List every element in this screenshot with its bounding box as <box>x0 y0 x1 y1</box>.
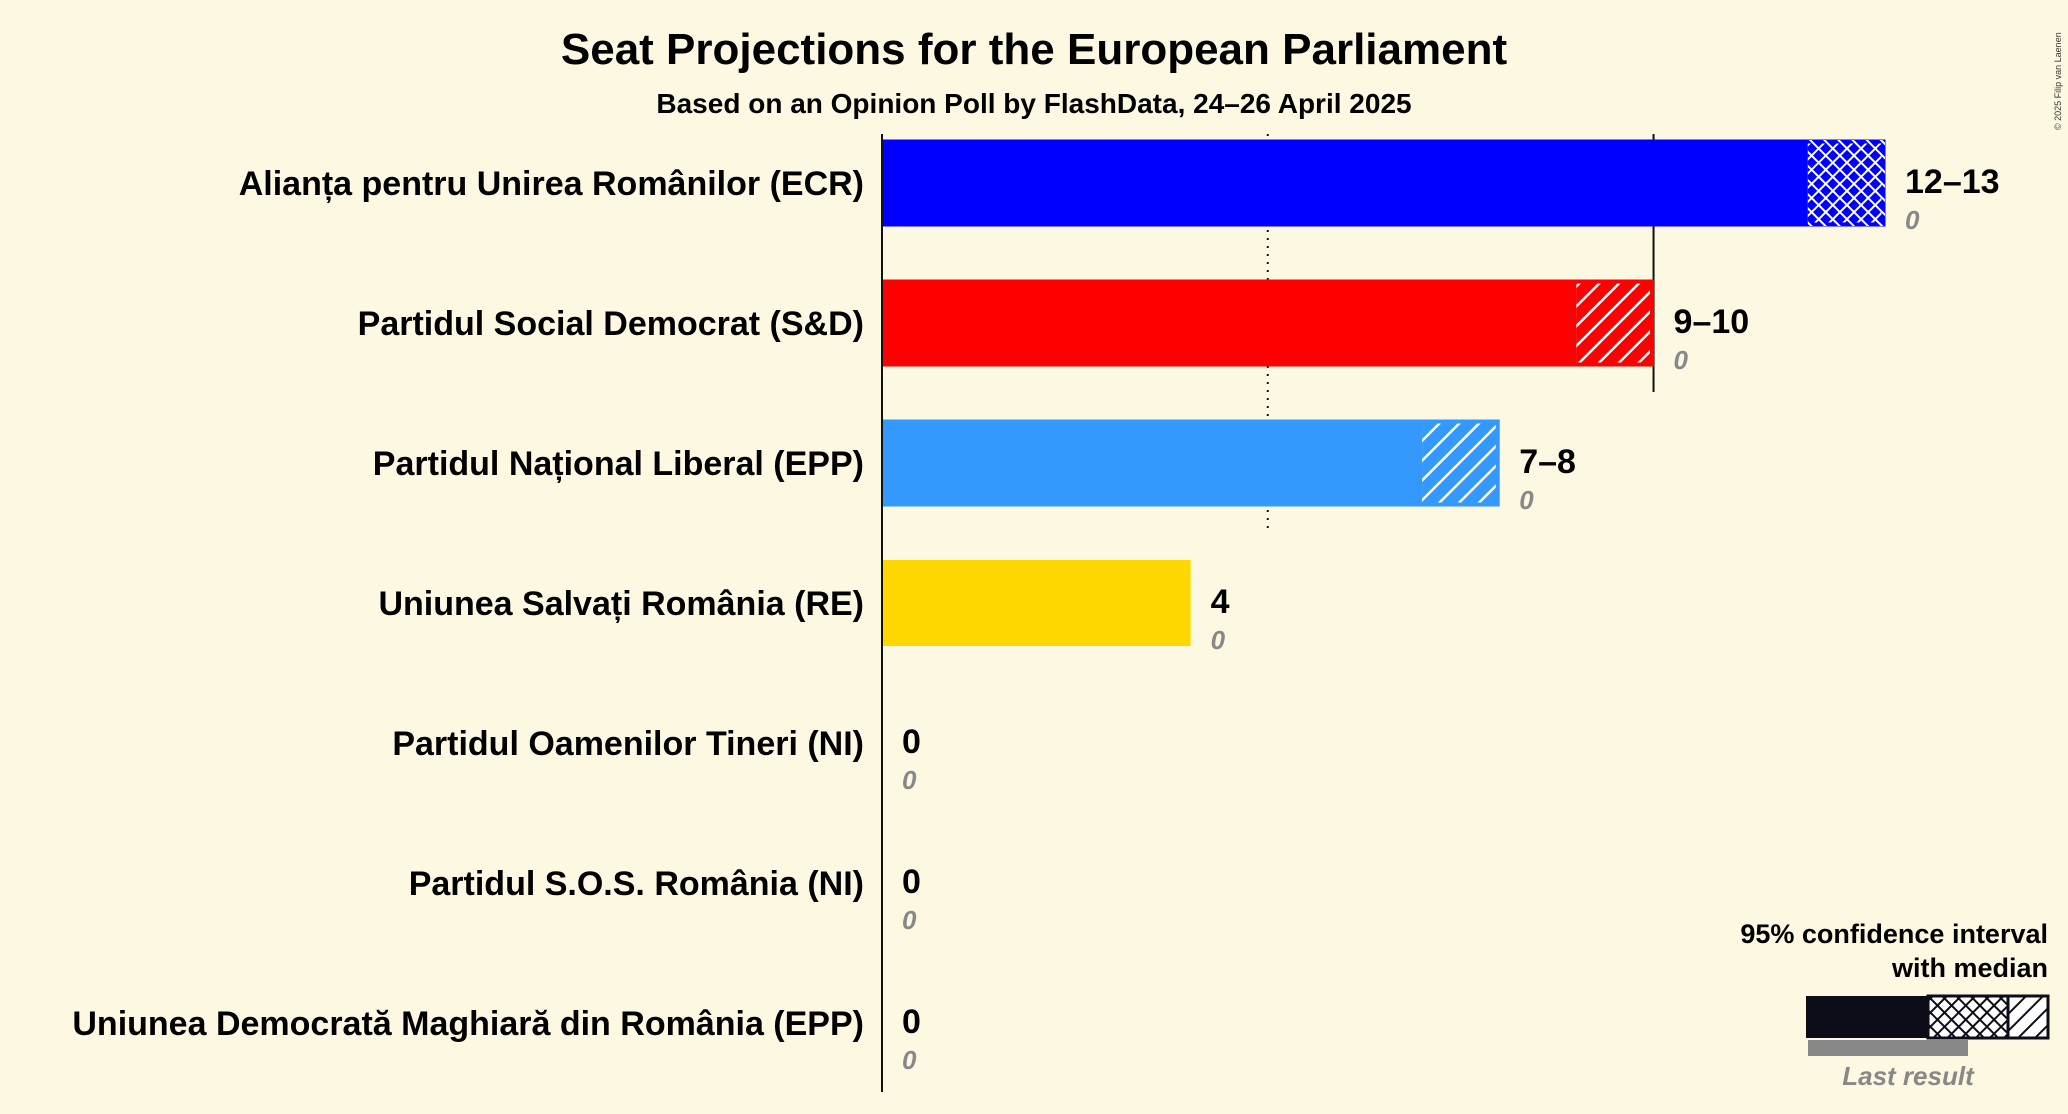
legend-last-result-label: Last result <box>1842 1061 1975 1091</box>
legend-line2: with median <box>1891 953 2048 983</box>
bars <box>881 139 1886 646</box>
party-6-range-label: 0 <box>902 863 921 901</box>
party-2-bar-outline <box>881 279 1655 367</box>
party-5-name: Partidul Oamenilor Tineri (NI) <box>392 725 864 763</box>
party-4-median-bar <box>882 560 1191 646</box>
party-6-last-result-label: 0 <box>902 905 917 935</box>
party-3-name: Partidul Național Liberal (EPP) <box>373 445 864 483</box>
party-3-range-label: 7–8 <box>1519 443 1576 481</box>
party-1-range-label: 12–13 <box>1905 163 2000 201</box>
legend-ci-crosshatch <box>1926 994 2010 1040</box>
party-1-last-result-label: 0 <box>1905 205 1920 235</box>
party-4-last-result-label: 0 <box>1211 625 1226 655</box>
party-2-name: Partidul Social Democrat (S&D) <box>358 305 864 343</box>
party-3-bar-outline <box>881 419 1500 507</box>
legend-median-bar <box>1806 996 1928 1038</box>
party-7-range-label: 0 <box>902 1003 921 1041</box>
party-3-ci-bar <box>1422 420 1500 506</box>
party-4-range-label: 4 <box>1211 583 1230 621</box>
party-6-name: Partidul S.O.S. România (NI) <box>409 865 864 903</box>
party-3-last-result-label: 0 <box>1519 485 1534 515</box>
party-2-last-result-label: 0 <box>1674 345 1689 375</box>
legend: 95% confidence interval with median Last… <box>1740 919 2050 1091</box>
party-2-ci-bar <box>1576 280 1654 366</box>
labels: Alianța pentru Unirea Românilor (ECR) 12–… <box>72 163 1999 1075</box>
party-5-range-label: 0 <box>902 723 921 761</box>
party-1-median-bar <box>882 140 1808 226</box>
copyright: © 2025 Filip van Laenen <box>2053 32 2063 130</box>
party-2-median-bar <box>882 280 1577 366</box>
party-7-name: Uniunea Democrată Maghiară din România (… <box>72 1005 864 1043</box>
party-1-name: Alianța pentru Unirea Românilor (ECR) <box>239 165 864 203</box>
chart-title: Seat Projections for the European Parlia… <box>561 25 1508 74</box>
party-1-ci-crosshatch <box>1807 140 1885 226</box>
party-5-last-result-label: 0 <box>902 765 917 795</box>
party-3-median-bar <box>882 420 1423 506</box>
legend-line1: 95% confidence interval <box>1740 919 2048 949</box>
chart-subtitle: Based on an Opinion Poll by FlashData, 2… <box>656 88 1411 119</box>
legend-ci-diagonal <box>2006 994 2050 1040</box>
party-7-last-result-label: 0 <box>902 1045 917 1075</box>
party-2-range-label: 9–10 <box>1674 303 1750 341</box>
party-4-name: Uniunea Salvați România (RE) <box>378 585 864 623</box>
legend-last-result-bar <box>1808 1040 1968 1056</box>
